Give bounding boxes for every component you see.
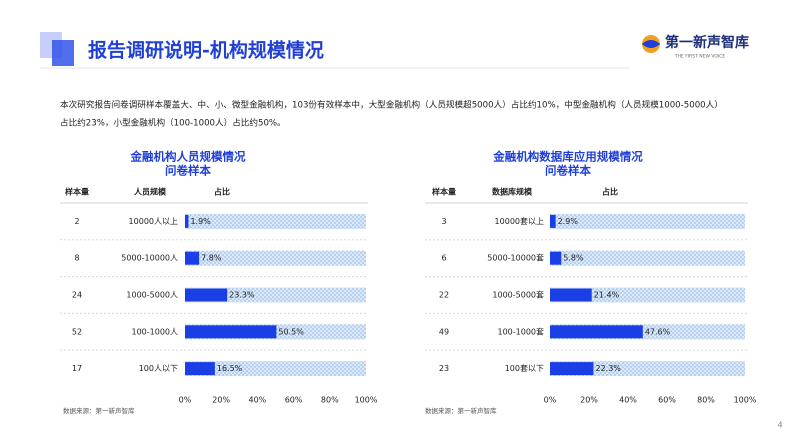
bar <box>185 214 189 228</box>
category-label: 100套以下 <box>505 363 544 373</box>
x-tick-label: 60% <box>658 396 676 405</box>
x-tick-label: 0% <box>544 396 557 405</box>
bar <box>550 288 592 302</box>
bar-track <box>550 287 745 303</box>
category-label: 10000人以上 <box>129 217 178 226</box>
x-tick-label: 100% <box>355 396 378 405</box>
value-label: 2.9% <box>558 217 579 226</box>
header-deco <box>52 40 74 66</box>
page-number: 4 <box>777 421 782 430</box>
logo-subtext: THE FIRST NEW VOICE <box>674 54 726 60</box>
value-label: 47.6% <box>645 327 671 336</box>
sample-size: 24 <box>72 291 82 300</box>
bar-track <box>550 361 745 377</box>
bar-track <box>550 250 745 266</box>
column-header: 样本量 <box>432 187 456 197</box>
sample-size: 6 <box>441 254 446 263</box>
value-label: 16.5% <box>217 364 243 373</box>
x-tick-label: 0% <box>179 396 192 405</box>
bar <box>185 288 228 302</box>
value-label: 1.9% <box>190 217 211 226</box>
column-header: 占比 <box>602 187 618 197</box>
value-label: 23.3% <box>229 291 255 300</box>
category-label: 10000套以上 <box>495 216 544 226</box>
value-label: 22.3% <box>595 364 621 373</box>
bar-track <box>185 361 366 377</box>
category-label: 100-1000人 <box>131 327 178 336</box>
x-tick-label: 40% <box>619 396 637 405</box>
bar-track <box>550 213 745 229</box>
bar <box>550 325 643 339</box>
value-label: 5.8% <box>563 254 584 263</box>
category-label: 100-1000套 <box>497 326 544 336</box>
chart-subtitle: 问卷样本 <box>545 164 591 178</box>
bar <box>185 325 277 339</box>
bar <box>185 362 215 376</box>
sample-size: 49 <box>439 327 449 336</box>
sample-size: 2 <box>74 217 79 226</box>
column-header: 人员规模 <box>134 187 167 197</box>
chart-title: 金融机构人员规模情况 <box>130 150 246 164</box>
category-label: 5000-10000人 <box>121 254 178 263</box>
x-tick-label: 80% <box>697 396 715 405</box>
value-label: 21.4% <box>594 291 620 300</box>
bar <box>550 214 556 228</box>
sample-size: 23 <box>439 364 449 373</box>
value-label: 50.5% <box>278 327 304 336</box>
sample-size: 8 <box>74 254 79 263</box>
category-label: 100人以下 <box>139 364 178 373</box>
column-header: 占比 <box>214 187 230 197</box>
bar <box>185 251 200 265</box>
source-note: 数据来源：第一新声智库 <box>63 406 135 415</box>
sample-size: 52 <box>72 327 82 336</box>
x-tick-label: 40% <box>249 396 267 405</box>
bar <box>550 362 594 376</box>
sample-size: 22 <box>439 291 449 300</box>
category-label: 5000-10000套 <box>487 253 544 263</box>
chart-title: 金融机构数据库应用规模情况 <box>492 150 643 164</box>
column-header: 样本量 <box>65 187 89 197</box>
logo-mark <box>642 40 660 48</box>
x-tick-label: 60% <box>285 396 303 405</box>
value-label: 7.8% <box>201 254 222 263</box>
x-tick-label: 20% <box>212 396 230 405</box>
bar-track <box>185 287 366 303</box>
bar-track <box>185 213 366 229</box>
bar-track <box>185 250 366 266</box>
sample-size: 3 <box>441 217 446 226</box>
category-label: 1000-5000人 <box>126 291 178 300</box>
logo-text: 第一新声智库 <box>665 34 749 51</box>
bar <box>550 251 562 265</box>
column-header: 数据库规模 <box>492 187 533 197</box>
category-label: 1000-5000套 <box>492 290 544 300</box>
intro-line: 占比约23%，小型金融机构（100-1000人）占比约50%。 <box>60 117 286 129</box>
x-tick-label: 100% <box>734 396 757 405</box>
x-tick-label: 20% <box>580 396 598 405</box>
x-tick-label: 80% <box>321 396 339 405</box>
source-note: 数据来源：第一新声智库 <box>425 406 497 415</box>
page-title: 报告调研说明-机构规模情况 <box>88 39 324 62</box>
intro-line: 本次研究报告问卷调研样本覆盖大、中、小、微型金融机构，103份有效样本中，大型金… <box>60 99 723 111</box>
chart-subtitle: 问卷样本 <box>165 164 211 178</box>
sample-size: 17 <box>72 364 82 373</box>
